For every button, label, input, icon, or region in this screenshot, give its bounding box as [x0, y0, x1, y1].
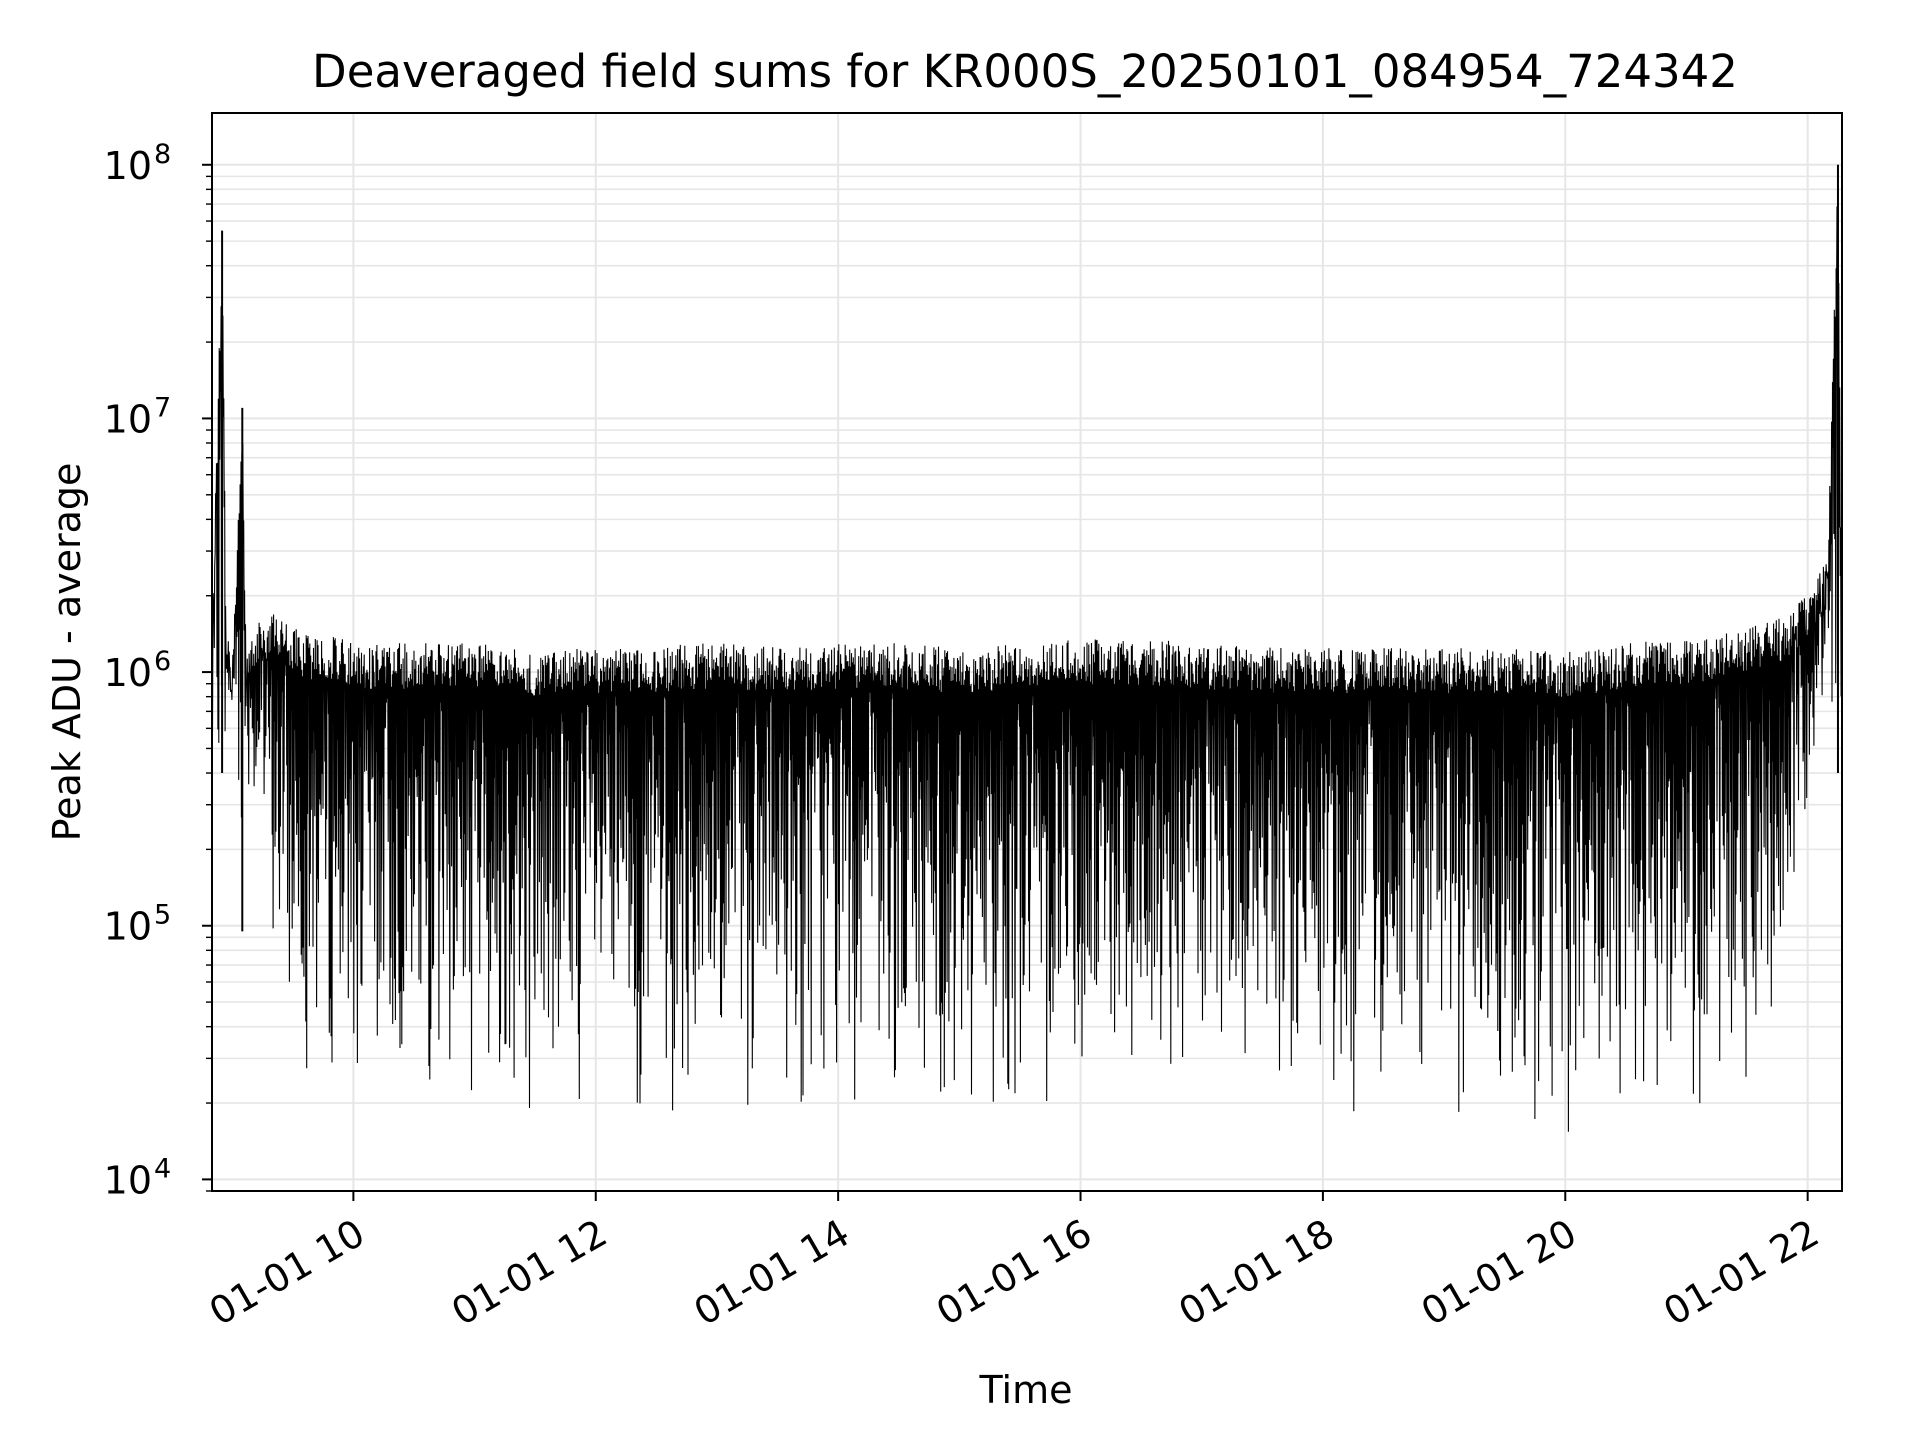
x-axis: 01-01 10 01-01 12 01-01 14 01-01 16 01-01 18…: [202, 1191, 1826, 1334]
x-tick-label: 01-01 18: [1171, 1211, 1341, 1335]
series-line: [211, 177, 1843, 1132]
y-tick-exponent: 8: [154, 139, 171, 170]
x-tick-label: 01-01 10: [202, 1211, 372, 1335]
y-tick-exponent: 5: [154, 900, 171, 931]
y-tick-label: 10: [104, 905, 152, 949]
y-tick-label: 10: [104, 1158, 152, 1202]
data-series: [211, 164, 1843, 1132]
y-tick-exponent: 7: [154, 392, 171, 423]
y-axis-label: Peak ADU - average: [45, 463, 89, 842]
chart-title: Deaveraged field sums for KR000S_2025010…: [312, 45, 1738, 98]
x-tick-label: 01-01 16: [929, 1211, 1099, 1335]
x-tick-label: 01-01 22: [1656, 1211, 1826, 1335]
x-axis-label: Time: [979, 1368, 1073, 1412]
plot-frame: [211, 112, 1843, 1192]
y-tick-exponent: 4: [154, 1153, 171, 1184]
x-tick-label: 01-01 20: [1414, 1211, 1584, 1335]
x-tick-label: 01-01 14: [687, 1211, 857, 1335]
y-tick-label: 10: [104, 397, 152, 441]
y-tick-label: 10: [104, 144, 152, 188]
y-tick-exponent: 6: [154, 646, 171, 677]
y-tick-label: 10: [104, 651, 152, 695]
x-tick-label: 01-01 12: [444, 1211, 614, 1335]
